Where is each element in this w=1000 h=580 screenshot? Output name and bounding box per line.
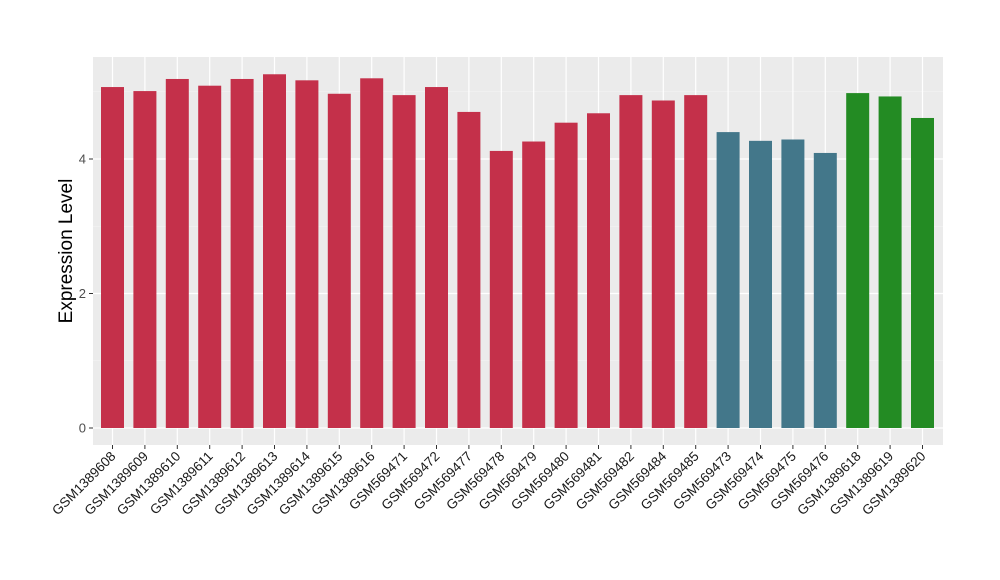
- bar: [263, 74, 286, 428]
- x-axis: GSM1389608GSM1389609GSM1389610GSM1389611…: [49, 445, 929, 518]
- bar: [911, 117, 934, 428]
- bar: [198, 85, 222, 428]
- bar: [781, 139, 805, 428]
- bar: [522, 141, 546, 428]
- bar: [295, 80, 319, 428]
- bar: [392, 95, 416, 429]
- bar: [489, 150, 513, 428]
- bar: [327, 93, 351, 428]
- bar: [360, 78, 384, 429]
- bars-layer: [101, 74, 934, 429]
- bar: [813, 152, 837, 428]
- y-tick-label: 0: [79, 421, 86, 436]
- y-axis: 0 2 4: [79, 152, 93, 436]
- y-axis-title: Expression Level: [56, 179, 77, 324]
- bar: [457, 111, 481, 429]
- bar: [425, 87, 448, 428]
- bar: [554, 122, 578, 428]
- bar: [587, 113, 610, 429]
- bar: [749, 140, 772, 428]
- bar: [165, 78, 189, 428]
- bar: [230, 78, 254, 428]
- bar: [619, 95, 643, 429]
- bar: [101, 87, 124, 428]
- bar: [684, 95, 708, 429]
- bar: [133, 91, 157, 428]
- bar: [878, 96, 902, 429]
- bar: [716, 132, 740, 428]
- y-tick-label: 4: [79, 152, 86, 167]
- bar: [651, 100, 675, 429]
- y-tick-label: 2: [79, 286, 86, 301]
- bar: [846, 93, 870, 428]
